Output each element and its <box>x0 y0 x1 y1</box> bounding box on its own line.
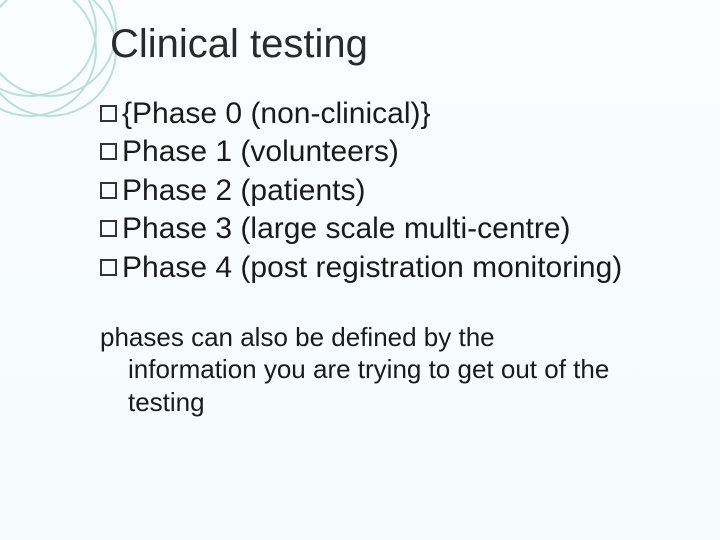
bullet-box-icon <box>100 259 117 276</box>
footer-rest: information you are trying to get out of… <box>128 353 660 418</box>
bullet-item: {Phase 0 (non-clinical)} <box>100 95 660 133</box>
footer-line1: phases can also be defined by the <box>100 321 660 354</box>
bullet-text: Phase 2 (patients) <box>122 172 660 210</box>
bullet-item: Phase 1 (volunteers) <box>100 133 660 171</box>
bullet-box-icon <box>100 220 117 237</box>
bullet-text: {Phase 0 (non-clinical)} <box>122 95 660 133</box>
bullet-item: Phase 2 (patients) <box>100 172 660 210</box>
bullet-list: {Phase 0 (non-clinical)} Phase 1 (volunt… <box>100 95 660 287</box>
bullet-box-icon <box>100 143 117 160</box>
slide-container: Clinical testing {Phase 0 (non-clinical)… <box>0 0 720 418</box>
slide-title: Clinical testing <box>110 22 660 67</box>
bullet-box-icon <box>100 182 117 199</box>
bullet-text: Phase 3 (large scale multi-centre) <box>122 210 660 248</box>
bullet-item: Phase 4 (post registration monitoring) <box>100 249 660 287</box>
bullet-text: Phase 4 (post registration monitoring) <box>122 249 660 287</box>
footer-paragraph: phases can also be defined by the inform… <box>100 321 660 419</box>
bullet-text: Phase 1 (volunteers) <box>122 133 660 171</box>
bullet-item: Phase 3 (large scale multi-centre) <box>100 210 660 248</box>
bullet-box-icon <box>100 105 117 122</box>
